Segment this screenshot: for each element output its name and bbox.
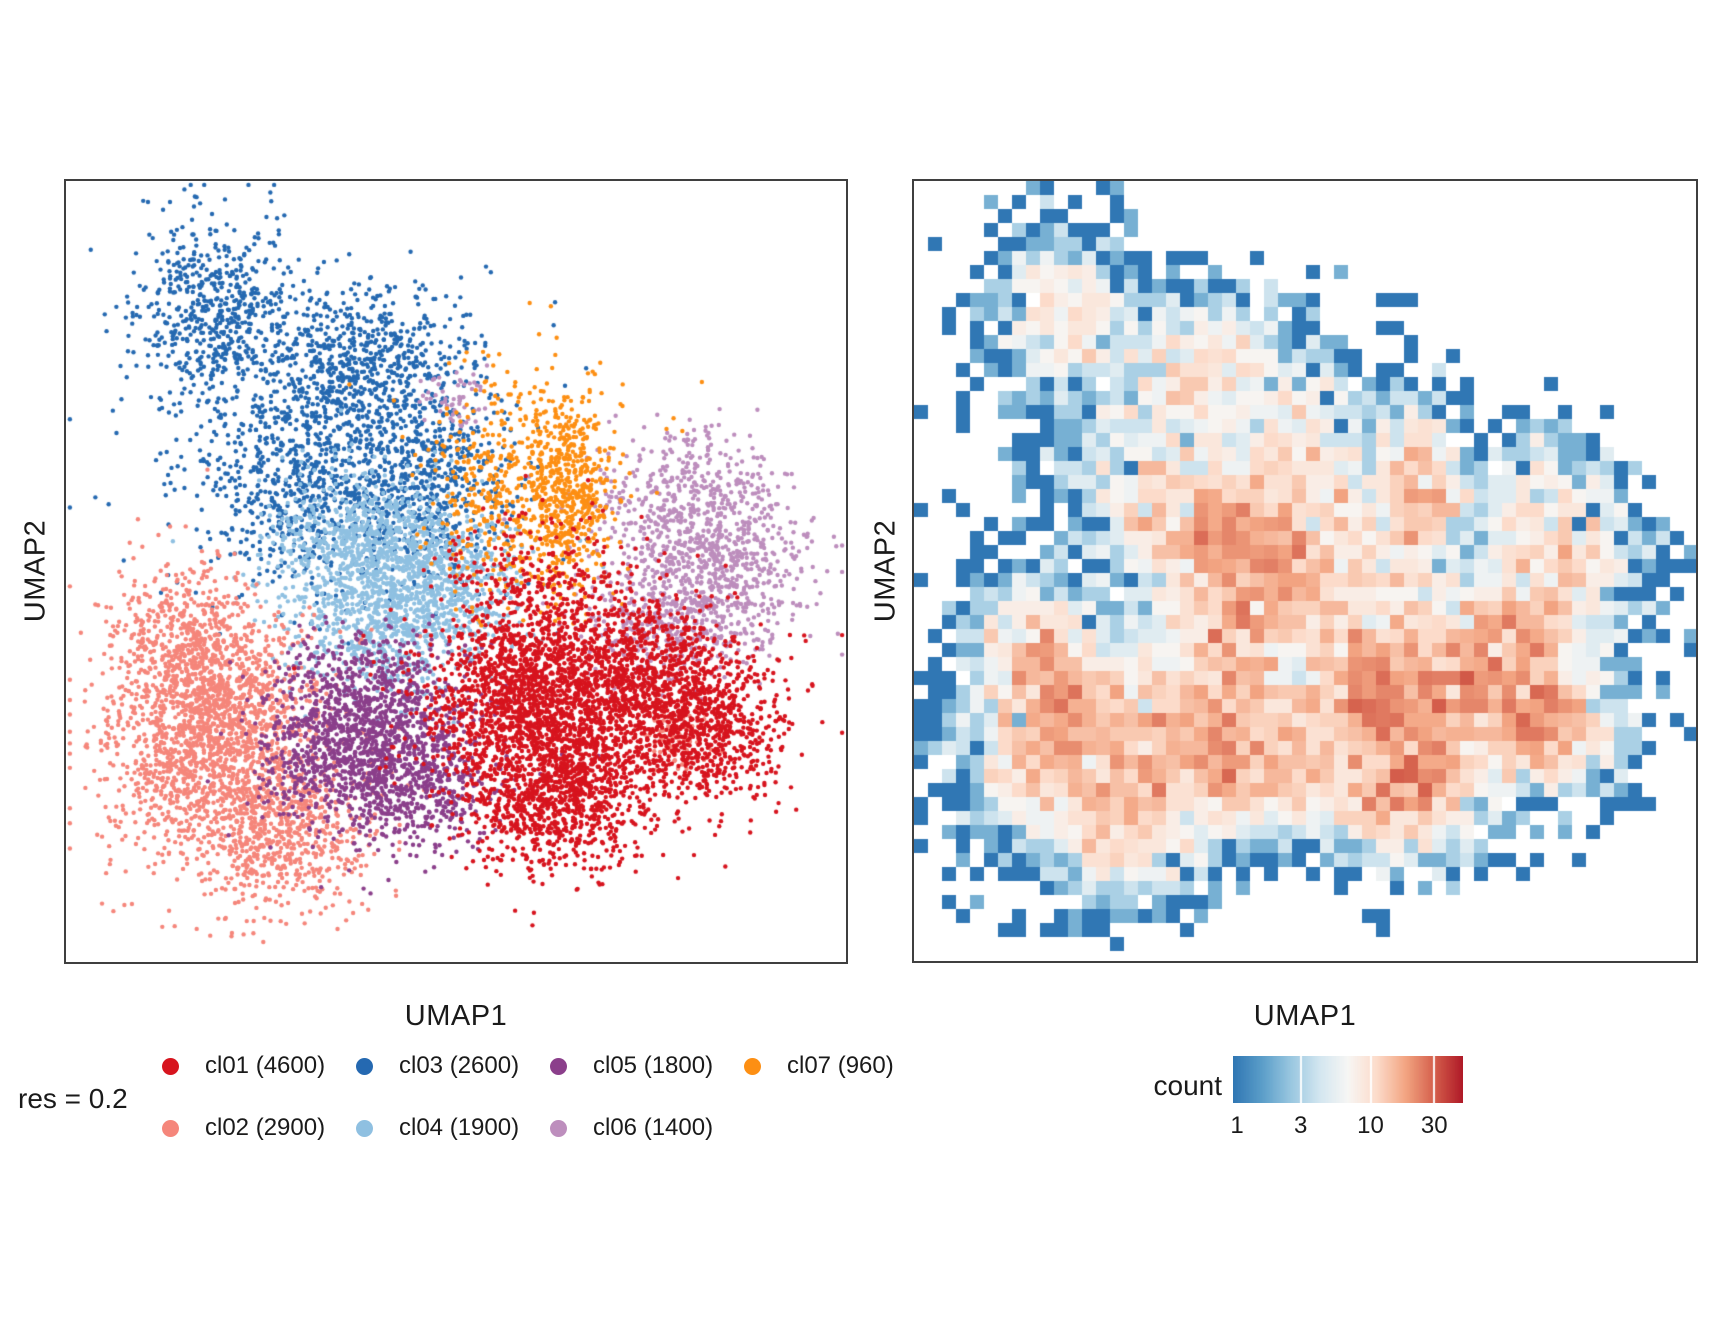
legend-dot-cl05 [550,1057,567,1075]
legend-dot-cl06 [550,1119,567,1137]
cluster-legend-row-2: cl02 (2900) cl04 (1900) cl06 (1400) [154,1114,736,1142]
umap-cluster-panel [64,179,848,964]
umap-density-canvas [914,181,1696,961]
colorbar-tick-label-30: 30 [1420,1112,1448,1139]
colorbar-tick-label-3: 3 [1294,1112,1308,1139]
legend-dot-cl04 [356,1119,373,1137]
legend-item-cl03: cl03 (2600) [348,1052,542,1080]
left-yaxis-label: UMAP2 [19,519,52,623]
legend-label-cl06: cl06 (1400) [593,1114,714,1141]
legend-dot-cl03 [356,1057,373,1075]
right-xaxis-label: UMAP1 [1253,1000,1357,1032]
legend-dot-cl07 [744,1057,761,1075]
umap-cluster-canvas [66,181,846,962]
legend-label-cl05: cl05 (1800) [593,1052,714,1079]
legend-dot-cl01 [162,1057,179,1075]
left-xaxis-label: UMAP1 [404,1000,508,1032]
right-yaxis-label: UMAP2 [869,519,902,623]
legend-item-cl01: cl01 (4600) [154,1052,348,1080]
colorbar-tick-label-10: 10 [1357,1112,1384,1139]
legend-item-cl07: cl07 (960) [736,1052,930,1080]
colorbar-tick-label-1: 1 [1230,1112,1244,1139]
colorbar-gradient [1233,1056,1463,1103]
legend-item-cl06: cl06 (1400) [542,1114,736,1142]
colorbar-title: count [1153,1070,1223,1101]
legend-item-cl04: cl04 (1900) [348,1114,542,1142]
umap-density-panel [912,179,1698,963]
cluster-legend-row-1: cl01 (4600) cl03 (2600) cl05 (1800) cl07 (9… [154,1052,930,1080]
resolution-annotation: res = 0.2 [18,1083,128,1114]
legend-dot-cl02 [162,1119,179,1137]
legend-item-cl02: cl02 (2900) [154,1114,348,1142]
legend-label-cl02: cl02 (2900) [205,1114,326,1141]
legend-item-cl05: cl05 (1800) [542,1052,736,1080]
legend-label-cl04: cl04 (1900) [399,1114,520,1141]
legend-label-cl03: cl03 (2600) [399,1052,520,1079]
legend-label-cl01: cl01 (4600) [205,1052,326,1079]
legend-label-cl07: cl07 (960) [787,1052,894,1079]
